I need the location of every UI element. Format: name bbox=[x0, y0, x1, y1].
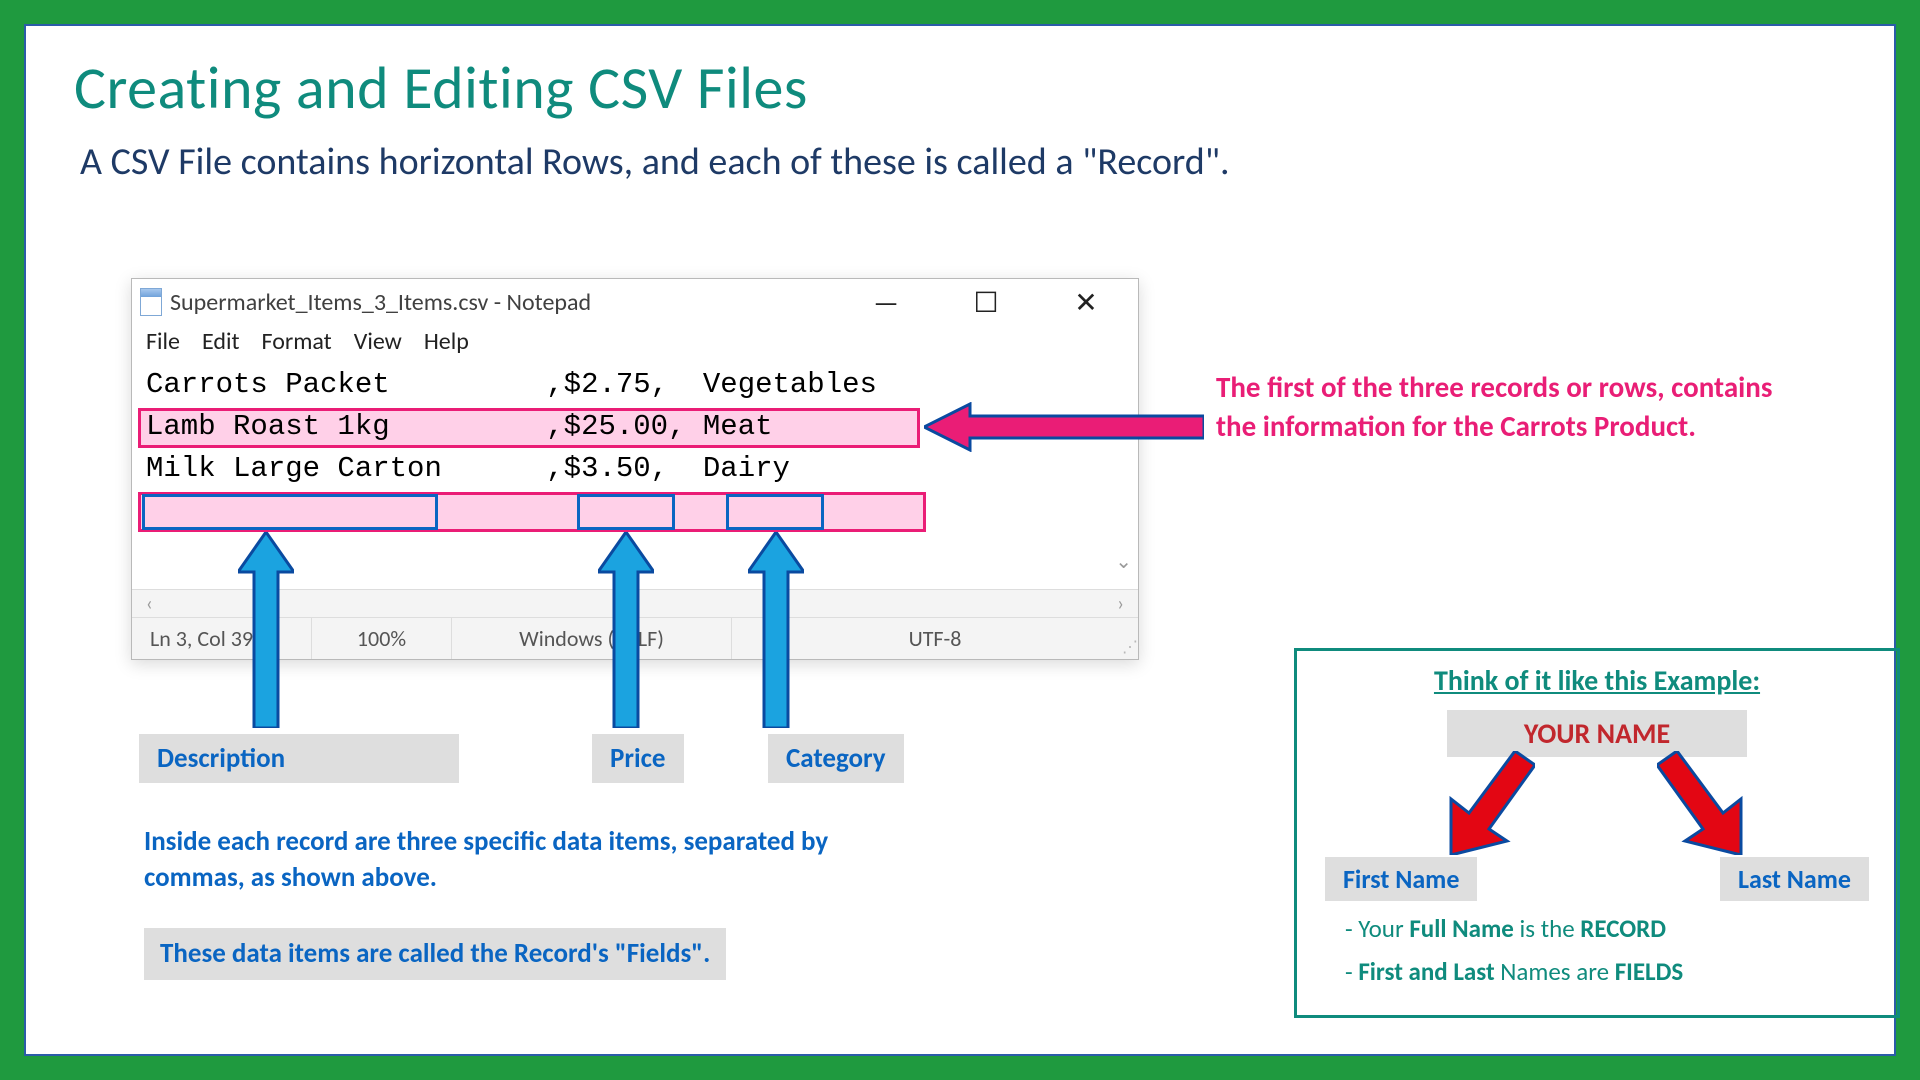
slide-content: Creating and Editing CSV Files A CSV Fil… bbox=[24, 24, 1896, 1056]
slide-subtitle: A CSV File contains horizontal Rows, and… bbox=[74, 139, 1846, 185]
note-data-items: Inside each record are three specific da… bbox=[144, 824, 844, 897]
scroll-left-icon[interactable]: ‹ bbox=[146, 592, 153, 616]
maximize-icon[interactable]: ☐ bbox=[966, 285, 1006, 320]
outer-green-frame: Creating and Editing CSV Files A CSV Fil… bbox=[0, 0, 1920, 1080]
close-icon[interactable]: ✕ bbox=[1066, 285, 1106, 320]
menu-view[interactable]: View bbox=[354, 327, 402, 356]
example-first-name: First Name bbox=[1325, 857, 1477, 901]
csv-row-1: Carrots Packet ,$2.75, Vegetables bbox=[142, 364, 1128, 406]
menu-file[interactable]: File bbox=[146, 327, 180, 356]
status-eol: Windows (CRLF) bbox=[452, 618, 732, 659]
notepad-icon bbox=[140, 288, 162, 316]
blue-arrow-description-icon bbox=[238, 532, 294, 728]
csv-row-2: Lamb Roast 1kg ,$25.00, Meat bbox=[142, 406, 1128, 448]
example-line-record: - Your Full Name is the RECORD bbox=[1317, 913, 1877, 944]
notepad-menubar: File Edit Format View Help bbox=[132, 325, 1138, 362]
red-arrow-right-icon bbox=[1657, 751, 1747, 855]
red-arrow-left-icon bbox=[1445, 751, 1535, 855]
notepad-window-title: Supermarket_Items_3_Items.csv - Notepad bbox=[170, 288, 591, 317]
scroll-down-icon[interactable]: ⌄ bbox=[1115, 549, 1132, 574]
status-zoom: 100% bbox=[312, 618, 452, 659]
field-box-description bbox=[142, 494, 438, 530]
notepad-body: Carrots Packet ,$2.75, Vegetables Lamb R… bbox=[132, 362, 1138, 492]
field-label-category: Category bbox=[768, 734, 904, 783]
example-title: Think of it like this Example: bbox=[1317, 663, 1877, 698]
blue-arrow-category-icon bbox=[748, 532, 804, 728]
resize-grip-icon[interactable]: ⋰ bbox=[1122, 637, 1134, 657]
notepad-titlebar: Supermarket_Items_3_Items.csv - Notepad … bbox=[132, 279, 1138, 325]
scroll-right-icon[interactable]: › bbox=[1117, 592, 1124, 616]
field-box-price bbox=[577, 494, 675, 530]
example-last-name: Last Name bbox=[1720, 857, 1869, 901]
pink-callout-text: The first of the three records or rows, … bbox=[1216, 368, 1816, 446]
note-fields-definition: These data items are called the Record's… bbox=[144, 928, 726, 980]
menu-format[interactable]: Format bbox=[262, 327, 332, 356]
slide-title: Creating and Editing CSV Files bbox=[74, 52, 1846, 125]
blue-arrow-price-icon bbox=[598, 532, 654, 728]
menu-help[interactable]: Help bbox=[424, 327, 469, 356]
example-your-name: YOUR NAME bbox=[1447, 710, 1747, 757]
menu-edit[interactable]: Edit bbox=[202, 327, 240, 356]
minimize-icon[interactable]: — bbox=[866, 285, 906, 320]
window-buttons: — ☐ ✕ bbox=[866, 285, 1130, 320]
field-box-category bbox=[726, 494, 824, 530]
field-label-price: Price bbox=[592, 734, 684, 783]
example-line-fields: - First and Last Names are FIELDS bbox=[1317, 956, 1877, 987]
csv-row-3: Milk Large Carton ,$3.50, Dairy bbox=[142, 448, 1128, 490]
example-box: Think of it like this Example: YOUR NAME… bbox=[1294, 648, 1900, 1018]
field-label-description: Description bbox=[139, 734, 459, 783]
